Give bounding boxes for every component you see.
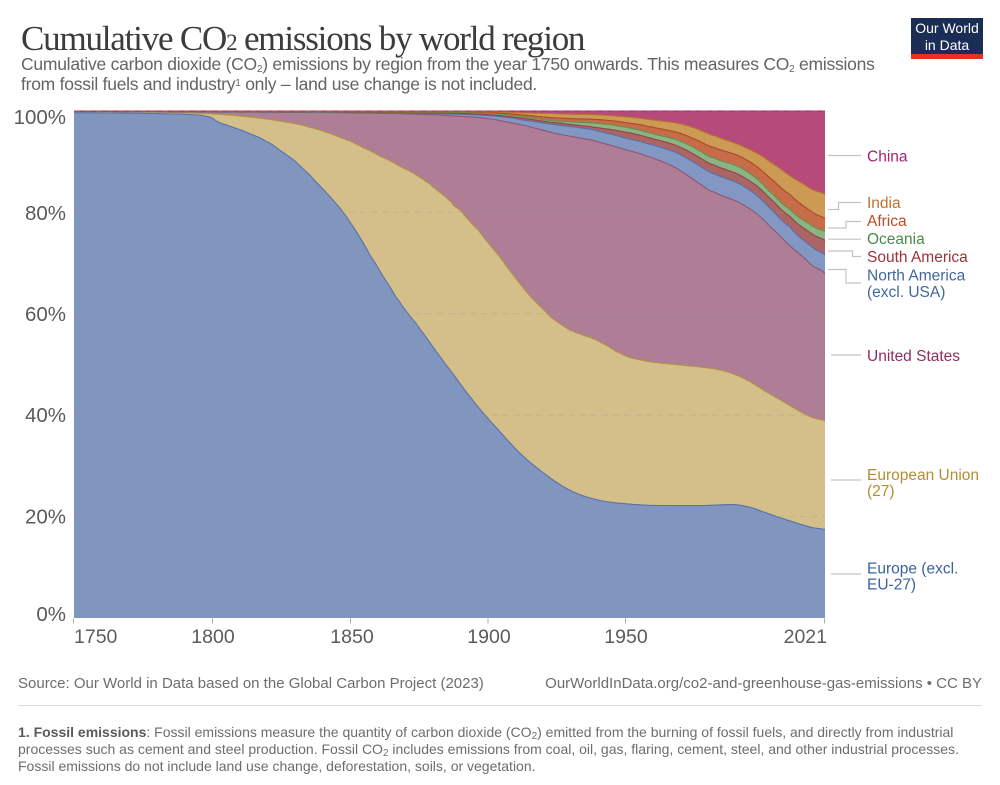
svg-text:North America: North America [867,268,966,285]
svg-text:2021: 2021 [784,626,827,648]
svg-text:Africa: Africa [867,213,907,230]
svg-text:40%: 40% [25,404,66,427]
svg-text:20%: 20% [25,506,66,529]
svg-text:Oceania: Oceania [867,231,925,248]
svg-text:South America: South America [867,249,968,266]
svg-text:China: China [867,149,908,166]
svg-text:1800: 1800 [191,626,235,648]
svg-text:1850: 1850 [330,626,374,648]
svg-text:European Union: European Union [867,467,979,484]
svg-text:1750: 1750 [74,626,118,648]
svg-text:(excl. USA): (excl. USA) [867,284,945,301]
svg-text:1950: 1950 [604,626,648,648]
svg-text:India: India [867,195,901,212]
svg-text:60%: 60% [25,303,66,326]
svg-text:EU-27): EU-27) [867,577,916,594]
svg-text:0%: 0% [36,603,66,626]
svg-text:(27): (27) [867,483,895,500]
svg-text:Europe (excl.: Europe (excl. [867,561,958,578]
svg-text:100%: 100% [14,106,66,129]
svg-text:1900: 1900 [467,626,511,648]
svg-text:United States: United States [867,348,960,365]
svg-text:80%: 80% [25,202,66,225]
